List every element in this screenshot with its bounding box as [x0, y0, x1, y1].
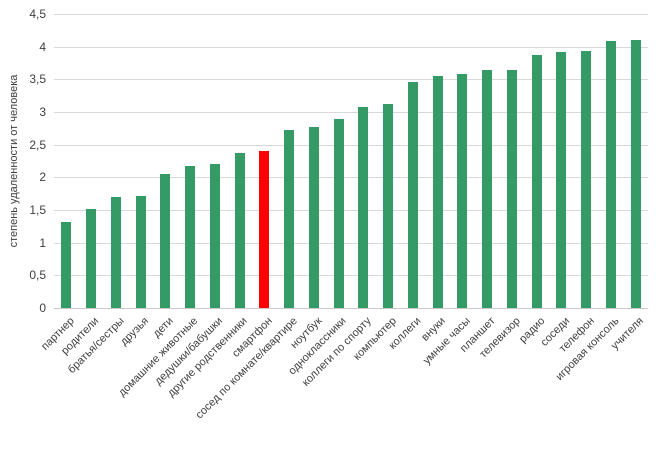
bar: [333, 118, 344, 308]
bar: [185, 165, 196, 308]
bar-slot: [524, 14, 549, 308]
gridline: [54, 275, 648, 277]
bar-slot: [277, 14, 302, 308]
bar-slot: [252, 14, 277, 308]
bar: [86, 209, 97, 308]
y-axis-tick-label: 4: [39, 39, 46, 54]
bar: [457, 74, 468, 308]
bar: [209, 164, 220, 308]
bar-slot: [401, 14, 426, 308]
bar-slot: [203, 14, 228, 308]
y-axis-title: степень удаленности от человека: [8, 74, 20, 248]
gridline: [54, 79, 648, 81]
gridline: [54, 177, 648, 179]
bar: [432, 76, 443, 308]
y-axis-tick-label: 2: [39, 170, 46, 185]
y-axis-tick-label: 1,5: [29, 203, 46, 217]
bar-slot: [153, 14, 178, 308]
bar-series: [54, 14, 648, 308]
bar-slot: [599, 14, 624, 308]
x-axis-labels: партнер родители братья/сестры друзья дети до…: [39, 311, 648, 450]
bar: [61, 222, 72, 308]
y-axis-tick-label: 3,5: [29, 72, 46, 87]
bar: [407, 81, 418, 308]
bar: [630, 40, 641, 308]
bar: [531, 55, 542, 308]
bar-slot: [574, 14, 599, 308]
y-axis-tick-label: 2,5: [29, 137, 46, 152]
bar-slot: [227, 14, 252, 308]
bar-slot: [376, 14, 401, 308]
y-axis-tick-label: 4,5: [29, 7, 46, 21]
bar: [234, 153, 245, 308]
bar-slot: [326, 14, 351, 308]
bar: [110, 196, 121, 308]
bar: [581, 50, 592, 308]
bar: [135, 195, 146, 308]
bar: [506, 69, 517, 308]
bar-slot: [54, 14, 79, 308]
bar-slot: [623, 14, 648, 308]
gridline: [54, 112, 648, 113]
bar-slot: [351, 14, 376, 308]
bar: [482, 70, 493, 308]
gridline: [54, 46, 648, 48]
y-axis-tick-label: 1: [39, 235, 46, 250]
bar: [556, 51, 567, 308]
bar-highlighted: [259, 150, 270, 308]
bar: [605, 40, 616, 308]
gridline: [54, 308, 648, 309]
bar-slot: [475, 14, 500, 308]
bar: [383, 104, 394, 308]
bar: [284, 130, 295, 308]
gridline: [54, 144, 648, 146]
bar-slot: [302, 14, 327, 308]
gridline: [54, 242, 648, 244]
bar-slot: [425, 14, 450, 308]
plot-area: [54, 14, 648, 309]
bar-slot: [128, 14, 153, 308]
gridline: [54, 210, 648, 211]
bar: [308, 127, 319, 308]
y-axis-tick-label: 0: [39, 301, 46, 315]
bar-slot: [450, 14, 475, 308]
bar-slot: [104, 14, 129, 308]
bar-slot: [79, 14, 104, 308]
bar: [160, 174, 171, 308]
bar: [358, 106, 369, 308]
bar-slot: [549, 14, 574, 308]
bar-slot: [178, 14, 203, 308]
bar-slot: [500, 14, 525, 308]
y-axis-tick-label: 3: [39, 105, 46, 119]
y-axis-tick-label: 0,5: [29, 268, 46, 283]
gridline: [54, 14, 648, 15]
